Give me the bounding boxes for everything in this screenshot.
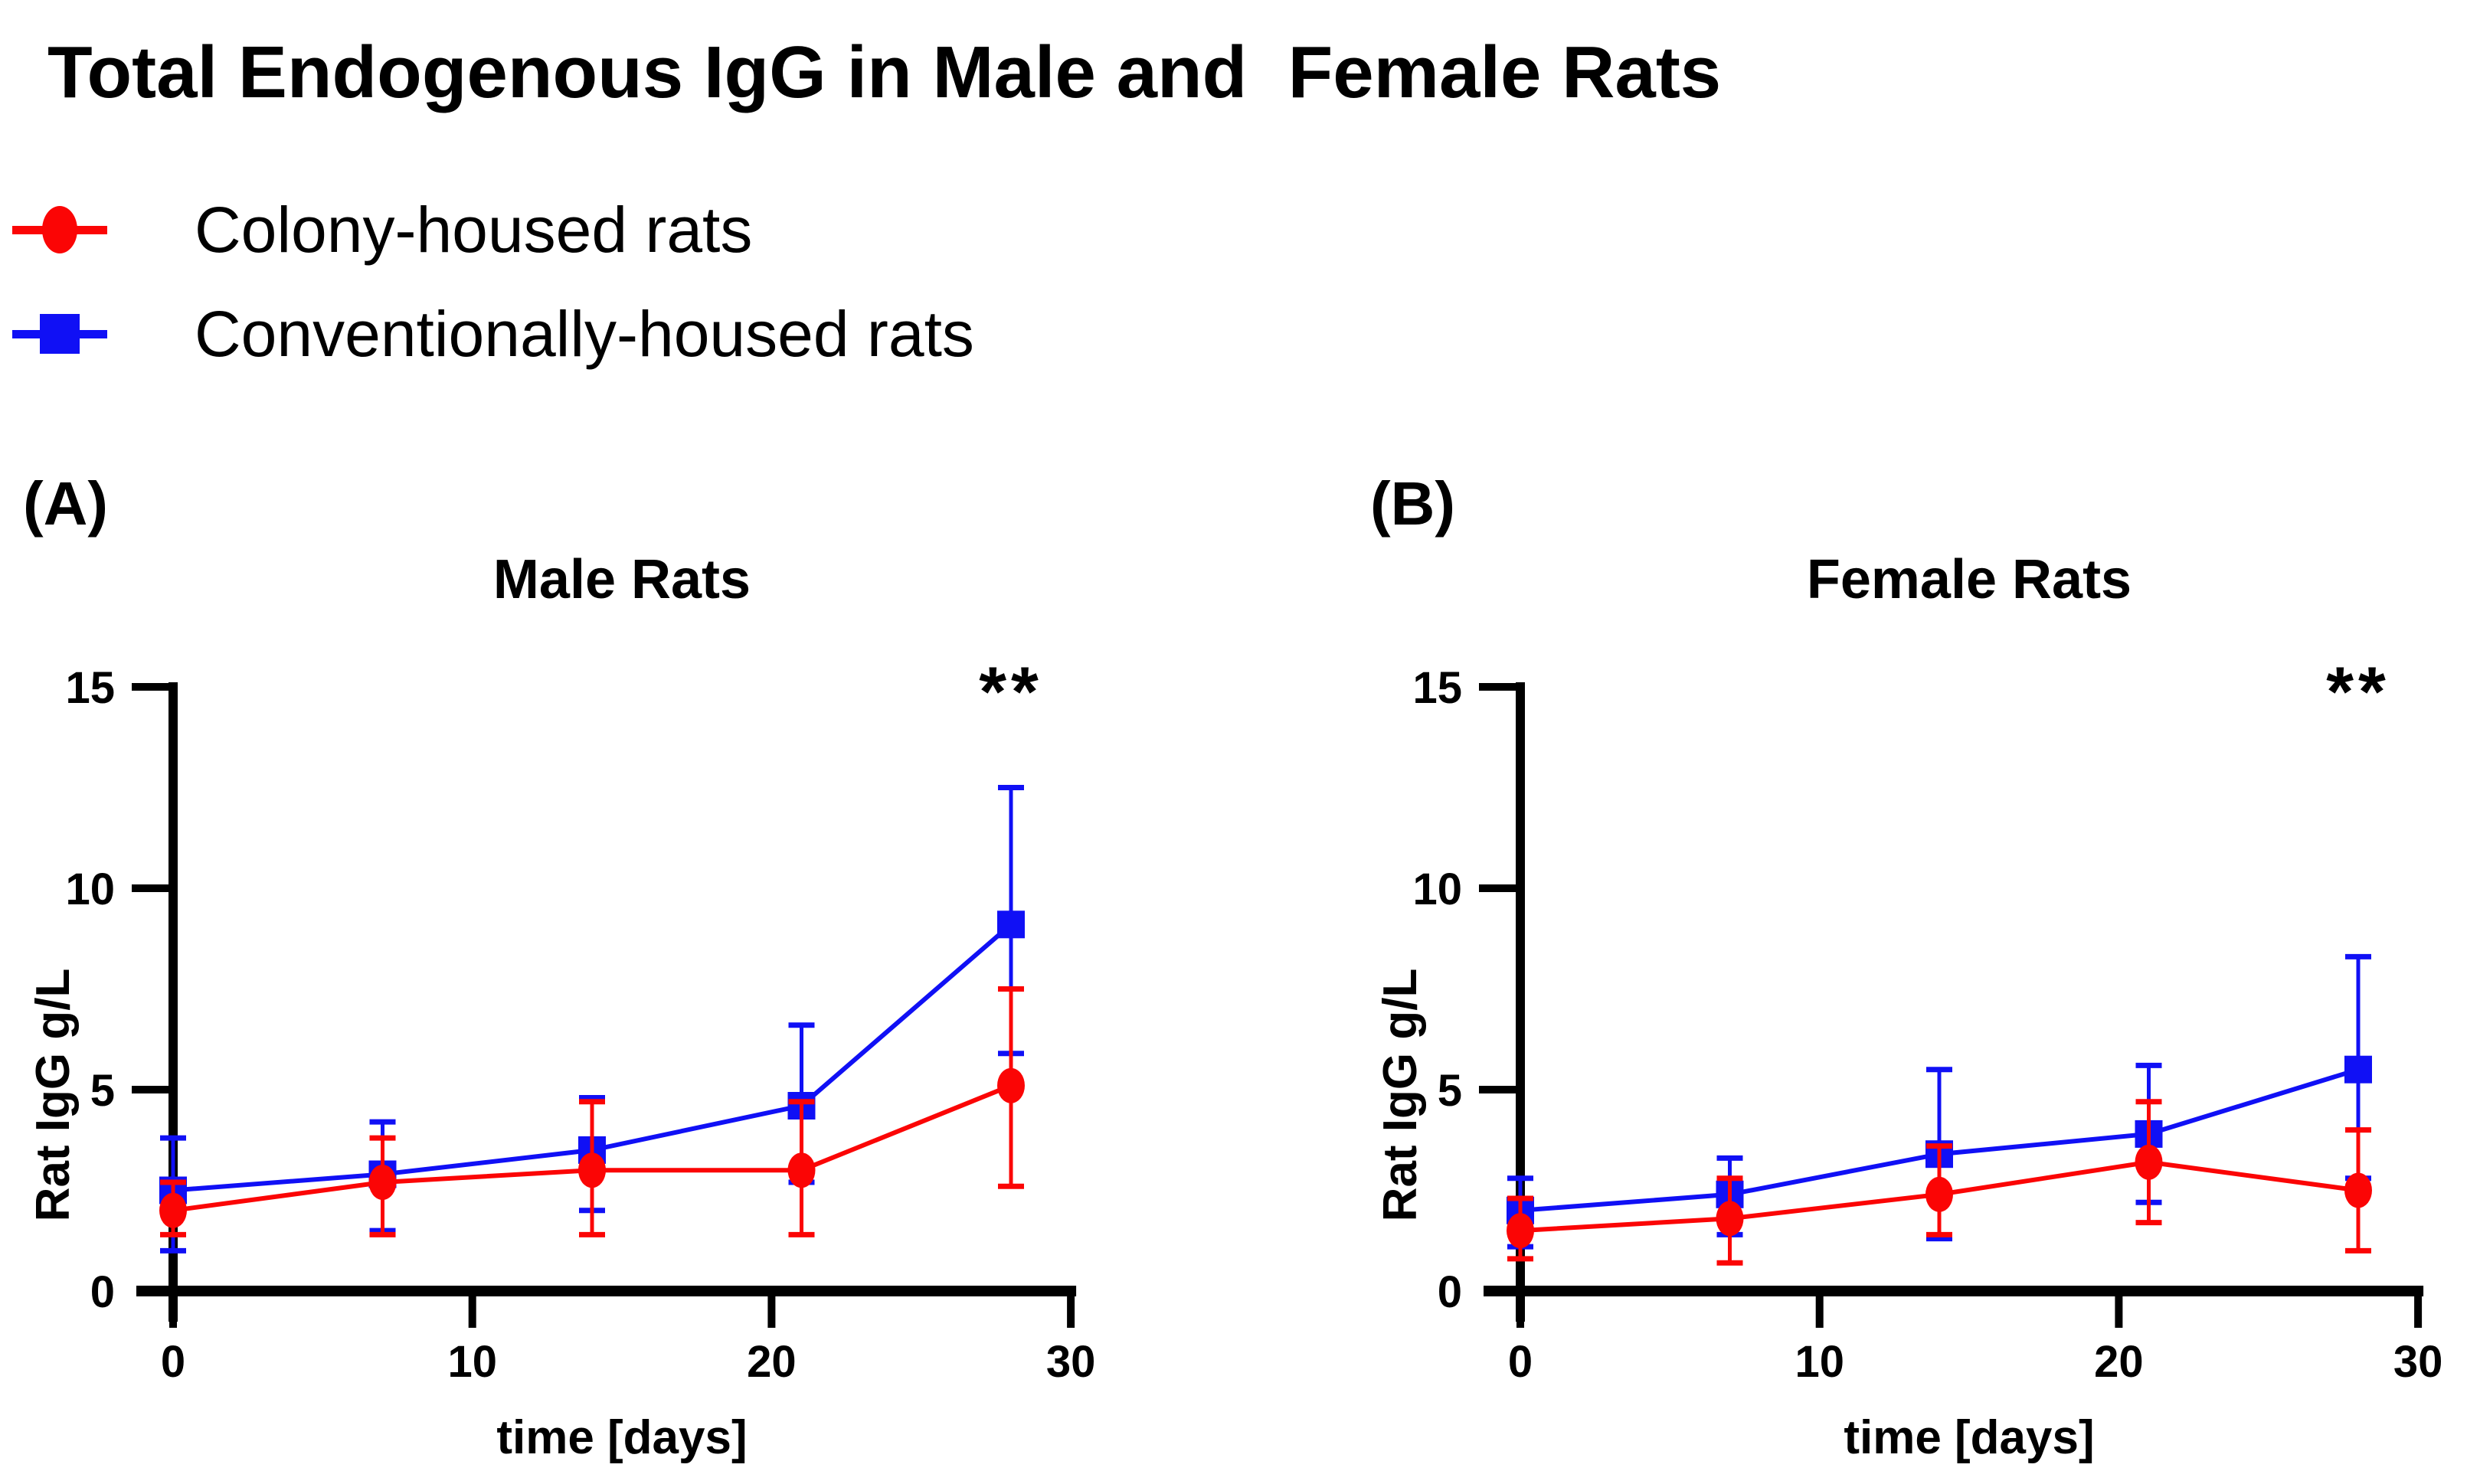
data-point-circle bbox=[997, 1067, 1025, 1103]
tick-label: 30 bbox=[2393, 1337, 2443, 1387]
significance-stars-female: ** bbox=[2326, 653, 2390, 731]
panel-male-rats: 0 5 10 15 0 10 20 30 (A) Male Rats Rat IgG g/L … bbox=[0, 429, 1241, 1484]
tick-label: 10 bbox=[447, 1337, 497, 1387]
legend-item-colony: Colony-housed rats bbox=[12, 178, 974, 282]
data-point-square bbox=[997, 910, 1025, 939]
data-point-circle bbox=[1716, 1201, 1744, 1237]
panel-letter-a: (A) bbox=[23, 469, 109, 538]
tick-label: 10 bbox=[1412, 865, 1462, 914]
data-point-circle bbox=[2344, 1172, 2372, 1208]
tick-label: 20 bbox=[747, 1337, 797, 1387]
data-point-circle bbox=[787, 1152, 816, 1188]
x-axis-label-male: time [days] bbox=[496, 1411, 748, 1464]
tick-label: 5 bbox=[90, 1066, 115, 1116]
legend-marker-colony bbox=[12, 178, 127, 282]
panel-female-rats: 0 5 10 15 0 10 20 30 (B) Female Rats Rat IgG g/… bbox=[1347, 429, 2480, 1484]
data-point-circle bbox=[1507, 1213, 1534, 1249]
tick-label: 10 bbox=[1795, 1337, 1844, 1387]
red-circle-marker-icon bbox=[42, 206, 77, 253]
tick-label: 0 bbox=[90, 1267, 115, 1317]
x-axis-label-female: time [days] bbox=[1844, 1411, 2095, 1464]
tick-label: 5 bbox=[1438, 1066, 1462, 1116]
legend-label-conventional: Conventionally-housed rats bbox=[195, 297, 974, 370]
blue-square-marker-icon bbox=[40, 314, 80, 354]
tick-label: 30 bbox=[1046, 1337, 1096, 1387]
legend-item-conventional: Conventionally-housed rats bbox=[12, 282, 974, 386]
panel-title-male: Male Rats bbox=[492, 549, 751, 610]
tick-label: 20 bbox=[2094, 1337, 2144, 1387]
tick-label: 0 bbox=[1438, 1267, 1462, 1317]
chart-canvas-male: 0 5 10 15 0 10 20 30 bbox=[65, 663, 1096, 1387]
data-point-circle bbox=[2135, 1144, 2163, 1180]
panel-letter-b: (B) bbox=[1370, 469, 1456, 538]
data-point-square bbox=[2344, 1055, 2372, 1084]
y-axis-label-male: Rat IgG g/L bbox=[27, 968, 80, 1222]
legend: Colony-housed rats Conventionally-housed… bbox=[12, 178, 974, 386]
tick-label: 0 bbox=[161, 1337, 185, 1387]
tick-label: 0 bbox=[1508, 1337, 1533, 1387]
chart-canvas-female: 0 5 10 15 0 10 20 30 bbox=[1412, 663, 2443, 1387]
data-point-circle bbox=[368, 1165, 397, 1200]
y-axis-label-female: Rat IgG g/L bbox=[1374, 968, 1427, 1222]
tick-label: 10 bbox=[65, 865, 115, 914]
legend-label-colony: Colony-housed rats bbox=[195, 193, 753, 266]
panel-title-female: Female Rats bbox=[1806, 549, 2132, 610]
legend-marker-conventional bbox=[12, 282, 127, 386]
data-point-circle bbox=[1925, 1176, 1953, 1212]
significance-stars-male: ** bbox=[979, 653, 1043, 731]
data-point-circle bbox=[578, 1152, 606, 1188]
tick-label: 15 bbox=[65, 663, 115, 713]
tick-label: 15 bbox=[1412, 663, 1462, 713]
data-point-circle bbox=[159, 1192, 187, 1228]
figure-title: Total Endogenous IgG in Male and Female … bbox=[47, 31, 1722, 113]
